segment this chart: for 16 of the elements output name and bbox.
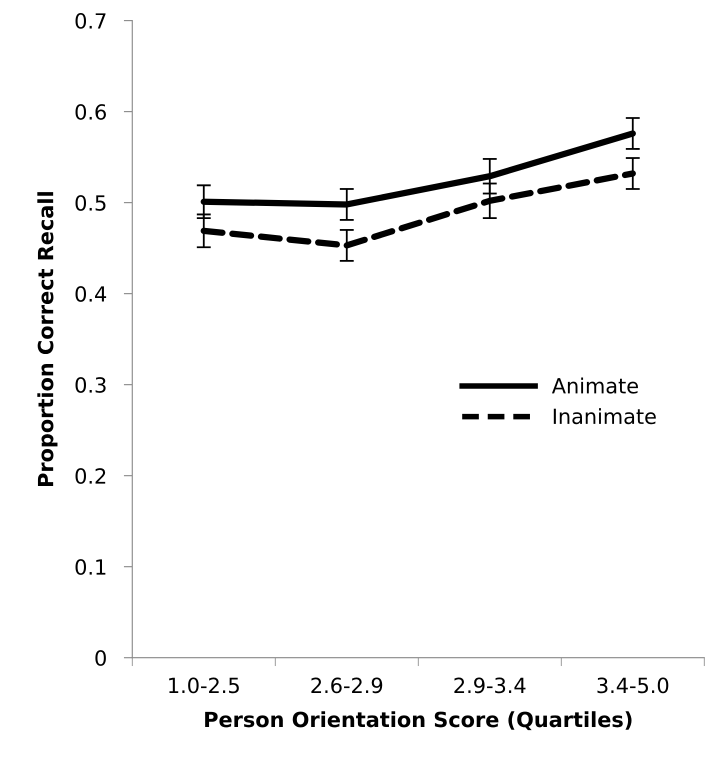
legend-label: Inanimate bbox=[554, 408, 656, 424]
y-tick-label: 0.6 bbox=[76, 104, 106, 120]
y-tick-label: 0.2 bbox=[76, 468, 106, 484]
x-tick-label: 2.6-2.9 bbox=[311, 678, 382, 694]
y-tick-label: 0.1 bbox=[76, 559, 106, 575]
x-axis-title: Person Orientation Score (Quartiles) bbox=[205, 711, 632, 730]
y-tick-label: 0 bbox=[95, 650, 106, 666]
y-tick-label: 0.5 bbox=[76, 195, 106, 211]
legend-label: Animate bbox=[552, 377, 638, 394]
y-axis-title: Proportion Correct Recall bbox=[37, 192, 58, 486]
x-tick-label: 1.0-2.5 bbox=[169, 678, 239, 694]
y-tick-label: 0.4 bbox=[76, 286, 106, 302]
x-tick-label: 3.4-5.0 bbox=[597, 678, 668, 694]
y-tick-label: 0.7 bbox=[76, 13, 106, 29]
y-tick-label: 0.3 bbox=[76, 377, 106, 393]
x-tick-label: 2.9-3.4 bbox=[454, 678, 526, 694]
